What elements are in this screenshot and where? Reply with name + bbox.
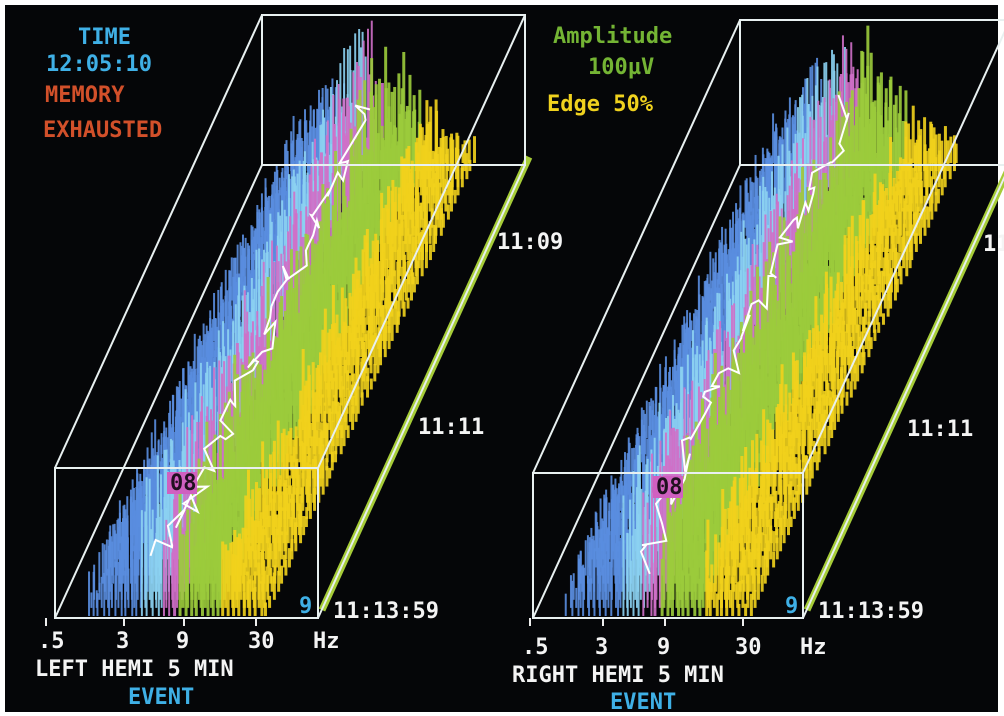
marker: 08 xyxy=(656,475,683,500)
amplitude-label: Amplitude xyxy=(553,24,672,49)
time-stamp: 11:13:59 xyxy=(333,599,439,624)
axis-label: Hz xyxy=(313,629,340,654)
amplitude: 100µV xyxy=(588,55,654,80)
time: 12:05:10 xyxy=(46,52,152,77)
axis-label: .5 xyxy=(522,635,549,660)
time-stamp: 11:09 xyxy=(497,230,563,255)
axis-label: 30 xyxy=(735,635,762,660)
event-label: EVENT xyxy=(610,690,676,715)
corner-label: 9 xyxy=(785,594,798,619)
time-stamp: 11:11 xyxy=(418,415,484,440)
axis-label: Hz xyxy=(800,635,827,660)
time-stamp: 11:11 xyxy=(907,417,973,442)
axis-label: 3 xyxy=(595,635,608,660)
memory: MEMORY xyxy=(45,83,125,108)
marker: 08 xyxy=(170,471,197,496)
corner-label: 9 xyxy=(299,594,312,619)
time-stamp: 11:13:59 xyxy=(818,599,924,624)
time-stamp: 11 xyxy=(983,232,1004,257)
time-label: TIME xyxy=(78,25,131,50)
axis-label: 3 xyxy=(116,629,129,654)
screen: 11:09 11:11 11:13:59 08 9 .5 3 9 30 Hz LEFT HEMI 5… xyxy=(0,0,1004,716)
edge: Edge 50% xyxy=(547,92,654,117)
hemi-label: LEFT HEMI 5 MIN xyxy=(35,657,234,682)
axis-label: 9 xyxy=(176,629,189,654)
axis-label: 30 xyxy=(248,629,275,654)
axis-label: .5 xyxy=(38,629,65,654)
hemi-label: RIGHT HEMI 5 MIN xyxy=(512,663,724,688)
axis-label: 9 xyxy=(657,635,670,660)
exhausted: EXHAUSTED xyxy=(43,118,162,143)
event-label: EVENT xyxy=(128,685,194,710)
